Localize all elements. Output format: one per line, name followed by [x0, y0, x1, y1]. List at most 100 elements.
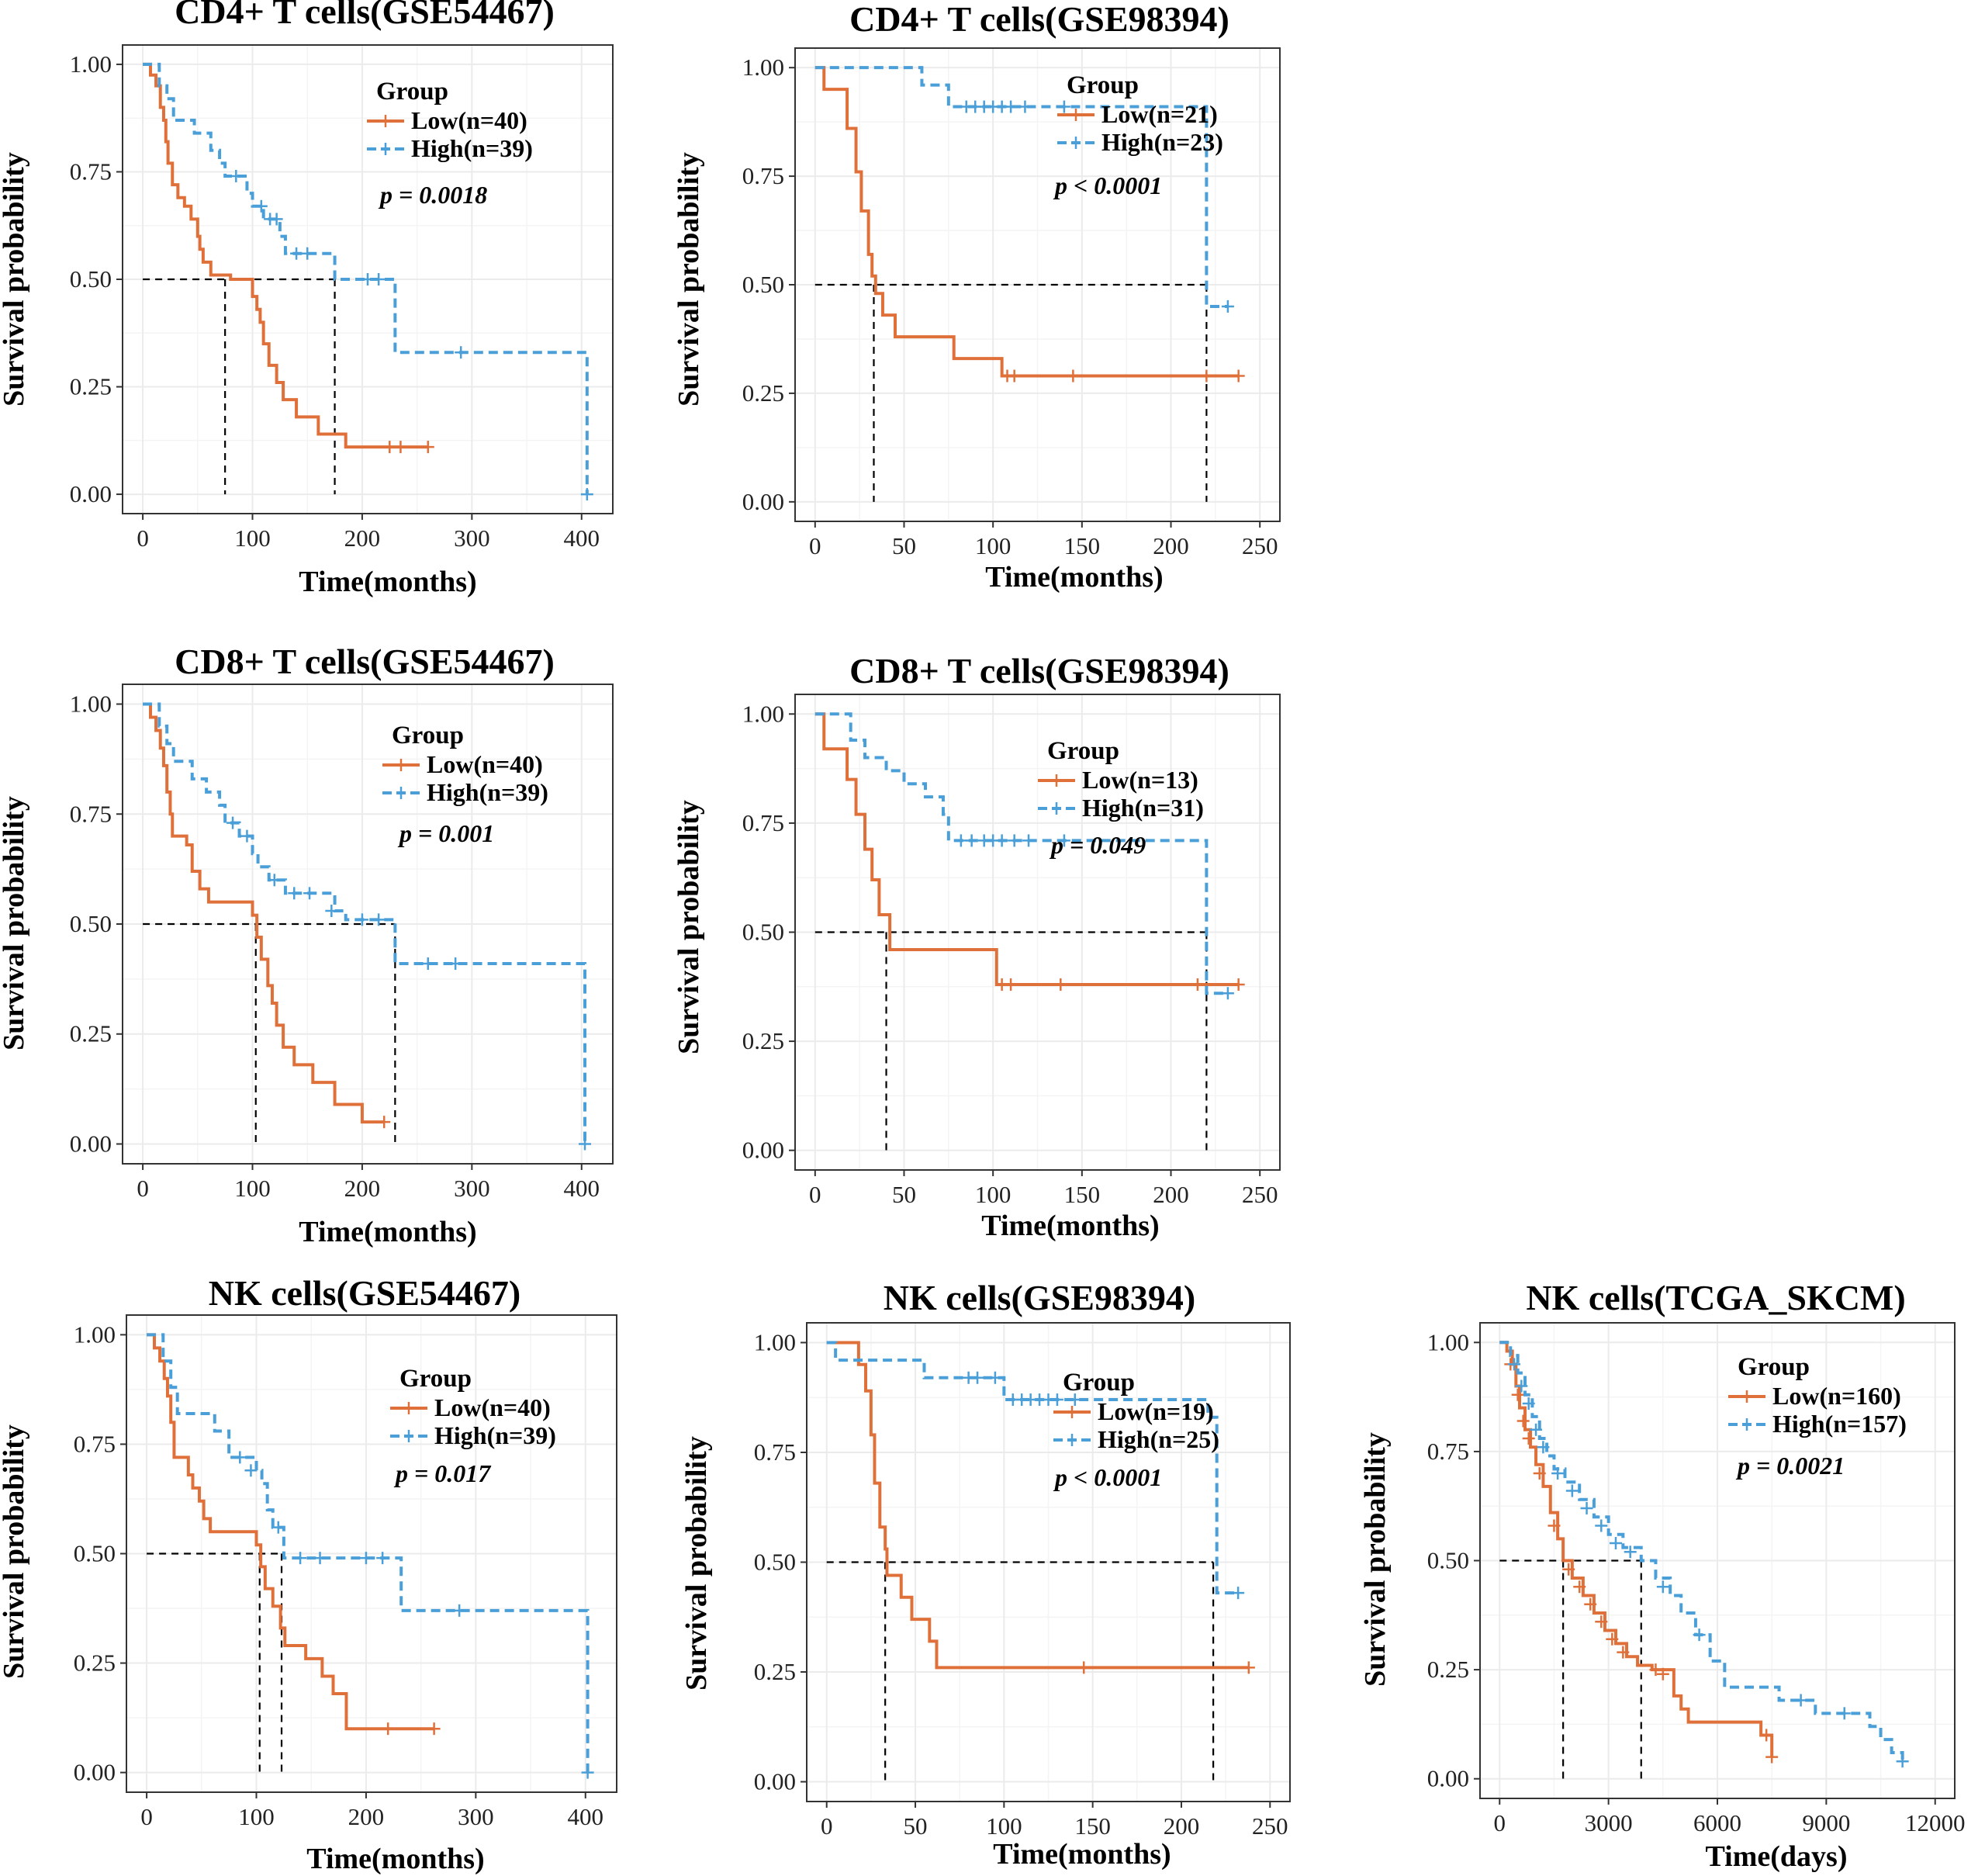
x-tick-label: 250 [1242, 1181, 1278, 1208]
x-axis-title: Time(months) [299, 566, 476, 598]
x-tick-label: 0 [140, 1803, 153, 1830]
y-tick-label: 0.00 [1427, 1765, 1469, 1792]
y-tick-label: 0.00 [742, 488, 784, 515]
x-tick-label: 50 [892, 1181, 916, 1208]
y-tick-label: 1.00 [742, 700, 784, 727]
x-tick-label: 250 [1242, 532, 1278, 559]
legend-label-low: Low(n=160) [1772, 1382, 1901, 1410]
y-tick-label: 1.00 [70, 691, 112, 718]
survival-curve-low [143, 702, 385, 1124]
panel-title: NK cells(GSE98394) [884, 1278, 1195, 1317]
survival-curve-low [143, 62, 428, 449]
x-tick-label: 50 [904, 1812, 928, 1840]
y-axis-title: Survival probability [673, 152, 705, 407]
legend-label-low: Low(n=40) [427, 750, 543, 778]
y-tick-label: 0.50 [1427, 1547, 1469, 1574]
legend-label-low: Low(n=40) [434, 1393, 551, 1421]
legend-label-high: High(n=25) [1098, 1425, 1219, 1453]
x-tick-label: 250 [1252, 1812, 1288, 1840]
survival-curve-high [814, 66, 1228, 308]
legend-label-high: High(n=31) [1082, 794, 1204, 822]
y-tick-label: 0.00 [754, 1768, 796, 1795]
y-axis-title: Survival probability [0, 1424, 30, 1679]
y-tick-label: 0.75 [742, 809, 784, 836]
survival-curve-high [147, 1333, 590, 1773]
panel-title: CD8+ T cells(GSE98394) [849, 651, 1229, 691]
x-axis-title: Time(months) [981, 1210, 1159, 1242]
km-panel-6: 0.00 0.25 0.50 0.75 1.00 0 50 100 150 200 250 NK ce… [680, 1278, 1291, 1871]
x-tick-label: 200 [344, 524, 381, 552]
panel-title: NK cells(GSE54467) [209, 1273, 520, 1313]
y-tick-label: 1.00 [74, 1320, 116, 1348]
panel-title: CD4+ T cells(GSE98394) [849, 0, 1229, 39]
x-tick-label: 400 [568, 1803, 604, 1830]
panel-title: CD4+ T cells(GSE54467) [175, 0, 555, 31]
y-tick-label: 0.25 [1427, 1656, 1469, 1683]
legend-label-high: High(n=39) [434, 1421, 556, 1449]
y-tick-label: 0.75 [74, 1430, 116, 1457]
km-panel-1: 0.00 0.25 0.50 0.75 1.00 0 100 200 300 400 CD4+ T … [0, 0, 614, 598]
x-tick-label: 0 [1494, 1809, 1506, 1836]
x-tick-label: 400 [564, 1175, 600, 1202]
x-tick-label: 100 [234, 1175, 271, 1202]
y-tick-label: 0.75 [70, 800, 112, 827]
y-tick-label: 0.00 [70, 1130, 112, 1157]
p-value: p = 0.049 [1049, 831, 1146, 859]
y-tick-label: 0.25 [754, 1658, 796, 1685]
y-axis-title: Survival probability [0, 796, 30, 1050]
km-panel-2: 0.00 0.25 0.50 0.75 1.00 0 50 100 150 200 250 CD4+ … [673, 0, 1281, 594]
y-tick-label: 0.75 [742, 162, 784, 189]
survival-curve-high [143, 62, 589, 495]
survival-curve-high [826, 1341, 1239, 1595]
y-tick-label: 0.25 [742, 379, 784, 407]
km-panel-4: 0.00 0.25 0.50 0.75 1.00 0 50 100 150 200 250 CD8+ … [673, 651, 1281, 1242]
survival-curve-high [143, 702, 587, 1144]
x-tick-label: 100 [975, 1181, 1012, 1208]
y-axis-title: Survival probability [673, 800, 705, 1054]
x-axis-title: Time(months) [299, 1216, 476, 1248]
km-panel-3: 0.00 0.25 0.50 0.75 1.00 0 100 200 300 400 CD8+ T … [0, 642, 614, 1248]
y-tick-label: 0.50 [70, 265, 112, 292]
y-tick-label: 1.00 [754, 1328, 796, 1355]
y-tick-label: 0.75 [754, 1438, 796, 1466]
y-tick-label: 0.50 [754, 1549, 796, 1576]
y-tick-label: 0.00 [70, 480, 112, 507]
panel-title: CD8+ T cells(GSE54467) [175, 642, 555, 681]
x-tick-label: 200 [1153, 532, 1189, 559]
y-tick-label: 0.50 [742, 271, 784, 298]
x-tick-label: 200 [1153, 1181, 1189, 1208]
x-tick-label: 9000 [1802, 1809, 1850, 1836]
x-tick-label: 100 [975, 532, 1012, 559]
p-value: p = 0.0021 [1735, 1452, 1845, 1480]
y-tick-label: 0.00 [742, 1137, 784, 1164]
x-tick-label: 0 [137, 1175, 149, 1202]
km-panel-7: 0.00 0.25 0.50 0.75 1.00 0 3000 6000 9000 12000 NK… [1359, 1278, 1965, 1873]
x-tick-label: 150 [1074, 1812, 1111, 1840]
x-tick-label: 12000 [1905, 1809, 1966, 1836]
y-axis-title: Survival probability [1359, 1432, 1392, 1687]
legend-label-high: High(n=23) [1101, 128, 1223, 156]
p-value: p = 0.0018 [378, 181, 487, 209]
p-value: p = 0.017 [393, 1459, 492, 1487]
x-tick-label: 300 [454, 524, 490, 552]
legend-label-low: Low(n=19) [1098, 1397, 1214, 1425]
x-tick-label: 300 [458, 1803, 494, 1830]
y-axis-title: Survival probability [0, 152, 30, 407]
p-value: p < 0.0001 [1053, 171, 1162, 199]
x-axis-title: Time(months) [306, 1843, 484, 1875]
survival-curve-low [147, 1333, 434, 1731]
x-axis-title: Time(months) [993, 1838, 1171, 1871]
x-tick-label: 0 [137, 524, 149, 552]
y-tick-label: 0.50 [70, 910, 112, 937]
x-tick-label: 0 [821, 1812, 833, 1840]
legend-label-low: Low(n=21) [1101, 100, 1218, 128]
y-tick-label: 0.75 [1427, 1438, 1469, 1465]
survival-curve-high [1499, 1341, 1904, 1762]
p-value: p = 0.001 [397, 819, 494, 847]
legend-label-high: High(n=157) [1772, 1410, 1907, 1438]
y-tick-label: 0.25 [70, 1020, 112, 1047]
x-tick-label: 6000 [1693, 1809, 1741, 1836]
y-tick-label: 0.75 [70, 157, 112, 185]
x-tick-label: 150 [1064, 1181, 1101, 1208]
